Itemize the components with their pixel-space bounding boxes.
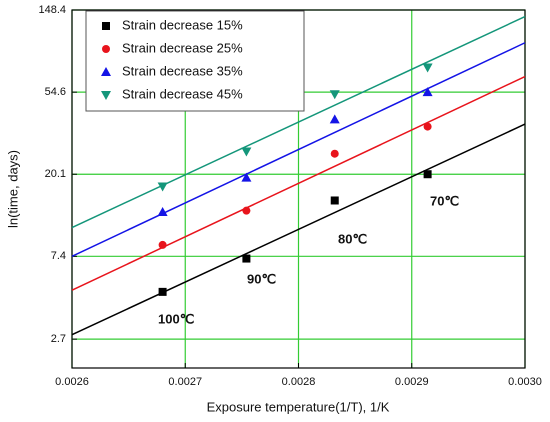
marker <box>422 63 433 73</box>
fit-line <box>71 75 526 291</box>
fit-line <box>71 42 526 257</box>
marker <box>242 206 251 215</box>
legend-label: Strain decrease 45% <box>122 86 243 101</box>
marker <box>330 196 339 205</box>
legend-box <box>85 10 305 112</box>
marker <box>241 147 252 157</box>
y-tick-label: 20.1 <box>45 168 66 180</box>
marker <box>157 182 168 192</box>
x-tick-label: 0.0029 <box>395 376 429 388</box>
legend-label: Strain decrease 35% <box>122 63 243 78</box>
x-axis-label: Exposure temperature(1/T), 1/K <box>207 399 390 414</box>
legend-label: Strain decrease 15% <box>122 17 243 32</box>
annotation: 90℃ <box>247 271 276 286</box>
x-tick-label: 0.0026 <box>55 376 89 388</box>
marker <box>422 87 433 97</box>
y-tick-label: 54.6 <box>45 86 66 98</box>
marker <box>158 287 167 296</box>
plot-frame <box>71 9 526 369</box>
y-tick-label: 2.7 <box>51 333 66 345</box>
marker <box>329 90 340 100</box>
y-axis-label: ln(time, days) <box>5 150 20 228</box>
x-tick-label: 0.0030 <box>508 376 542 388</box>
annotation: 100℃ <box>158 311 194 326</box>
marker <box>241 172 252 182</box>
marker <box>158 240 167 249</box>
x-tick-label: 0.0027 <box>168 376 202 388</box>
marker <box>242 254 251 263</box>
marker <box>330 149 339 158</box>
marker <box>102 22 110 30</box>
marker <box>157 206 168 216</box>
marker <box>423 122 432 131</box>
marker <box>101 91 111 100</box>
x-tick-label: 0.0028 <box>282 376 316 388</box>
legend-label: Strain decrease 25% <box>122 40 243 55</box>
fit-line <box>71 123 526 336</box>
y-tick-label: 7.4 <box>51 250 66 262</box>
fit-line <box>71 15 526 229</box>
marker <box>329 114 340 124</box>
marker <box>102 45 110 53</box>
annotation: 80℃ <box>338 231 367 246</box>
marker <box>101 67 111 76</box>
annotation: 70℃ <box>430 193 459 208</box>
y-tick-label: 148.4 <box>38 4 66 16</box>
marker <box>423 170 432 179</box>
